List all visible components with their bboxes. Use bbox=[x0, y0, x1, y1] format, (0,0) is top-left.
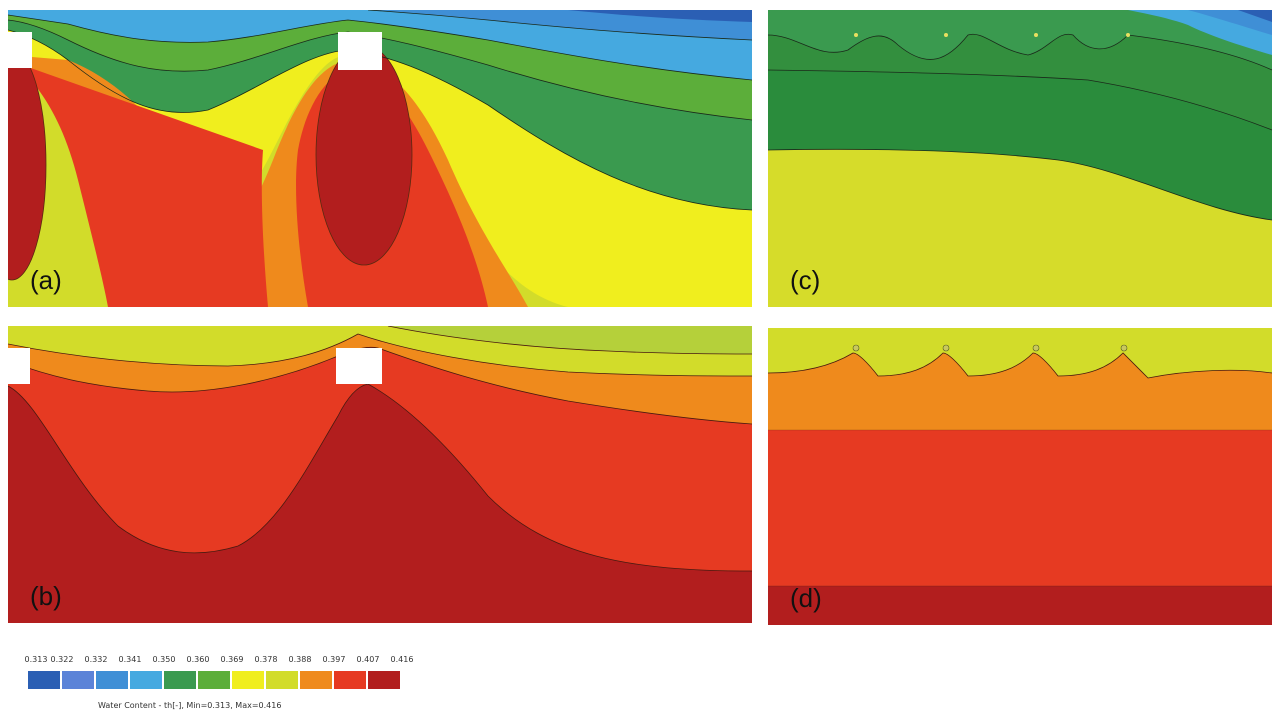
legend-swatch bbox=[130, 671, 162, 689]
legend-tick-label: 0.378 bbox=[254, 655, 278, 664]
contour-panel-d: (d) bbox=[768, 328, 1272, 625]
legend-swatch bbox=[300, 671, 332, 689]
panel-label-c: (c) bbox=[790, 265, 821, 295]
contour-plot-d bbox=[768, 328, 1272, 625]
legend-tick-label: 0.322 bbox=[50, 655, 74, 664]
legend-tick-label: 0.341 bbox=[118, 655, 142, 664]
legend-swatch bbox=[232, 671, 264, 689]
contour-plot-b bbox=[8, 326, 752, 623]
legend-tick-label: 0.360 bbox=[186, 655, 210, 664]
panel-label-b: (b) bbox=[30, 581, 62, 611]
contour-panel-c: (c) bbox=[768, 10, 1272, 307]
legend-swatch bbox=[96, 671, 128, 689]
legend-tick-label: 0.397 bbox=[322, 655, 346, 664]
contour-panel-b: (b) bbox=[8, 326, 752, 623]
legend-tick-label: 0.416 bbox=[390, 655, 414, 664]
legend-swatch bbox=[334, 671, 366, 689]
legend-swatch bbox=[368, 671, 400, 689]
legend-tick-label: 0.369 bbox=[220, 655, 244, 664]
panel-label-a: (a) bbox=[30, 265, 62, 295]
contour-panel-a: (a) bbox=[8, 10, 752, 307]
contour-plot-c bbox=[768, 10, 1272, 307]
legend-swatch bbox=[28, 671, 60, 689]
legend-tick-labels: 0.313 0.322 0.332 0.341 0.350 0.360 0.369 0.378… bbox=[24, 655, 448, 667]
color-legend: 0.313 0.322 0.332 0.341 0.350 0.360 0.369 0.378… bbox=[24, 655, 448, 719]
panel-label-d: (d) bbox=[790, 583, 822, 613]
legend-tick-label: 0.407 bbox=[356, 655, 380, 664]
legend-tick-label: 0.388 bbox=[288, 655, 312, 664]
legend-caption: Water Content - th[-], Min=0.313, Max=0.… bbox=[98, 701, 282, 710]
contour-plot-a bbox=[8, 10, 752, 307]
legend-swatch bbox=[266, 671, 298, 689]
legend-swatch bbox=[198, 671, 230, 689]
legend-tick-label: 0.332 bbox=[84, 655, 108, 664]
legend-tick-label: 0.350 bbox=[152, 655, 176, 664]
legend-swatch bbox=[62, 671, 94, 689]
legend-tick-label: 0.313 bbox=[24, 655, 48, 664]
legend-swatches bbox=[28, 671, 400, 689]
legend-swatch bbox=[164, 671, 196, 689]
